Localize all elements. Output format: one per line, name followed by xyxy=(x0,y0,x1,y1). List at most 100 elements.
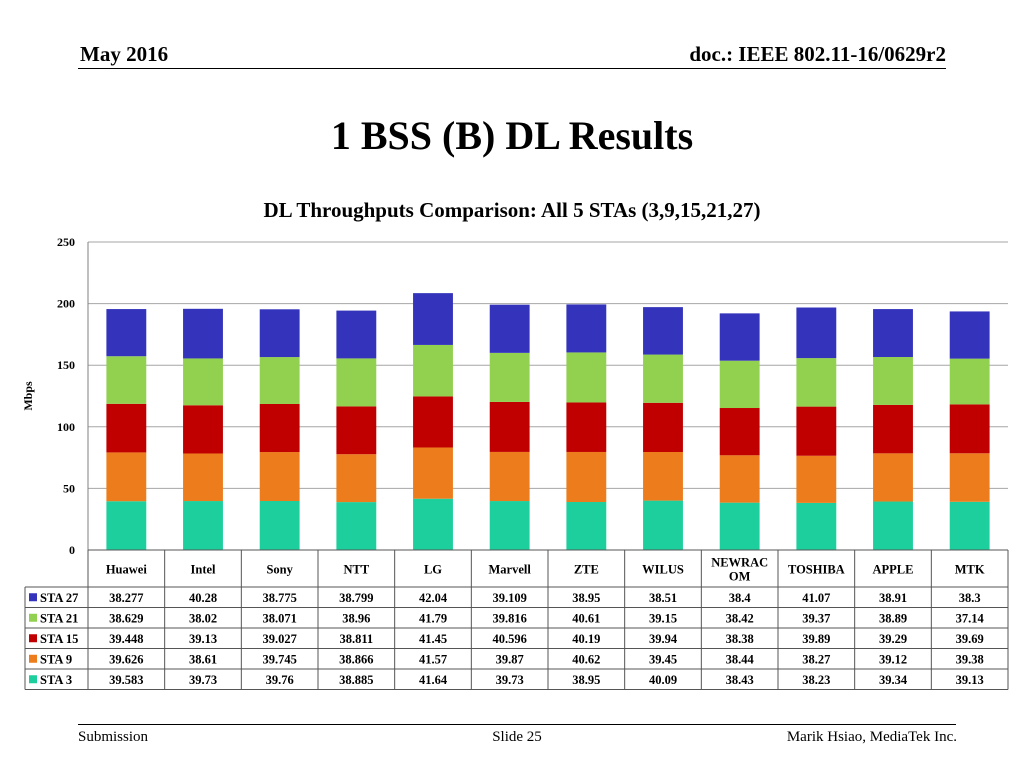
chart-title: DL Throughputs Comparison: All 5 STAs (3… xyxy=(263,198,761,222)
data-value: 39.29 xyxy=(879,632,907,646)
data-value: 38.96 xyxy=(342,611,370,625)
header-divider xyxy=(78,68,946,69)
footer-divider xyxy=(78,724,956,725)
footer-author: Marik Hsiao, MediaTek Inc. xyxy=(786,729,957,745)
data-value: 38.95 xyxy=(572,591,600,605)
data-value: 39.38 xyxy=(956,652,984,666)
bar-segment-sta-21 xyxy=(259,357,300,404)
category-label: LG xyxy=(424,563,442,577)
bar-segment-sta-21 xyxy=(643,354,683,403)
header-doc-number: doc.: IEEE 802.11-16/0629r2 xyxy=(689,42,946,66)
slide-title: 1 BSS (B) DL Results xyxy=(330,113,694,158)
data-value: 39.94 xyxy=(649,632,678,646)
bar-segment-sta-21 xyxy=(183,358,223,406)
data-value: 38.02 xyxy=(189,611,217,625)
data-value: 40.09 xyxy=(649,673,677,687)
data-value: 40.62 xyxy=(572,652,600,666)
data-value: 38.61 xyxy=(189,652,217,666)
data-value: 38.811 xyxy=(339,632,373,646)
data-value: 38.51 xyxy=(649,591,677,605)
legend-key xyxy=(29,634,37,643)
bar-segment-sta-21 xyxy=(873,357,913,405)
legend-series-label: STA 15 xyxy=(40,632,78,646)
bar-segment-sta-27 xyxy=(796,307,837,359)
data-value: 39.73 xyxy=(189,673,217,687)
bar-segment-sta-27 xyxy=(719,313,760,361)
data-value: 42.04 xyxy=(419,591,448,605)
bar-segment-sta-9 xyxy=(106,452,147,502)
data-value: 38.885 xyxy=(339,673,373,687)
category-label: Sony xyxy=(266,563,293,577)
bar-segment-sta-27 xyxy=(413,293,453,345)
bar-segment-sta-27 xyxy=(873,309,913,358)
data-value: 38.775 xyxy=(262,591,296,605)
data-value: 41.45 xyxy=(419,632,447,646)
data-value: 39.13 xyxy=(189,632,217,646)
data-value: 39.13 xyxy=(956,673,984,687)
bar-segment-sta-15 xyxy=(873,404,913,454)
data-value: 38.27 xyxy=(802,652,830,666)
data-value: 38.44 xyxy=(726,652,755,666)
data-value: 41.64 xyxy=(419,673,448,687)
bar-segment-sta-27 xyxy=(336,310,377,359)
bar-segment-sta-27 xyxy=(489,304,530,353)
bar-segment-sta-27 xyxy=(566,304,607,353)
bar-segment-sta-9 xyxy=(949,453,990,502)
data-value: 38.95 xyxy=(572,673,600,687)
bar-segment-sta-15 xyxy=(949,404,990,454)
bar-segment-sta-9 xyxy=(796,455,837,503)
legend-series-label: STA 9 xyxy=(40,652,72,666)
bar-segment-sta-15 xyxy=(489,401,530,452)
bar-segment-sta-9 xyxy=(183,453,223,502)
bar-segment-sta-15 xyxy=(336,406,377,455)
data-value: 38.866 xyxy=(339,652,373,666)
data-value: 38.89 xyxy=(879,611,907,625)
data-value: 38.4 xyxy=(729,591,752,605)
legend-key xyxy=(29,654,37,663)
data-value: 39.816 xyxy=(492,611,526,625)
category-label: Marvell xyxy=(488,563,531,577)
bar-segment-sta-27 xyxy=(643,307,683,355)
data-value: 41.57 xyxy=(419,652,447,666)
category-label: Intel xyxy=(191,563,217,577)
category-label: NTT xyxy=(343,563,369,577)
data-value: 39.745 xyxy=(262,652,296,666)
data-value: 39.583 xyxy=(109,673,143,687)
data-value: 39.12 xyxy=(879,652,907,666)
bar-segment-sta-15 xyxy=(183,405,223,454)
data-value: 38.23 xyxy=(802,673,830,687)
bar-segment-sta-21 xyxy=(566,352,607,403)
bar-segment-sta-27 xyxy=(183,308,223,359)
footer-slide-number: Slide 25 xyxy=(492,729,542,745)
bar-segment-sta-3 xyxy=(106,501,147,550)
bar-segment-sta-3 xyxy=(719,502,760,550)
legend-series-label: STA 27 xyxy=(40,591,78,605)
category-label: MTK xyxy=(955,563,985,577)
data-value: 40.19 xyxy=(572,632,600,646)
bar-segment-sta-3 xyxy=(873,501,913,550)
bar-segment-sta-15 xyxy=(719,408,760,456)
bar-segment-sta-27 xyxy=(259,309,300,358)
bar-segment-sta-9 xyxy=(489,451,530,502)
y-tick-label: 0 xyxy=(69,543,75,557)
data-value: 39.626 xyxy=(109,652,143,666)
bar-segment-sta-9 xyxy=(336,454,377,503)
bar-segment-sta-9 xyxy=(643,452,683,501)
data-value: 39.45 xyxy=(649,652,677,666)
data-value: 38.277 xyxy=(109,591,143,605)
data-value: 38.629 xyxy=(109,611,143,625)
category-label: WILUS xyxy=(642,563,684,577)
legend-key xyxy=(29,675,37,684)
bar-segment-sta-3 xyxy=(336,502,377,550)
legend-key xyxy=(29,613,37,622)
bar-segment-sta-9 xyxy=(566,451,607,503)
bar-segment-sta-21 xyxy=(413,344,453,397)
y-tick-label: 250 xyxy=(57,235,75,249)
bar-segment-sta-21 xyxy=(949,358,990,405)
data-value: 39.87 xyxy=(496,652,524,666)
data-value: 39.109 xyxy=(492,591,526,605)
bar-segment-sta-21 xyxy=(719,360,760,409)
data-value: 40.596 xyxy=(492,632,526,646)
data-value: 41.79 xyxy=(419,611,447,625)
